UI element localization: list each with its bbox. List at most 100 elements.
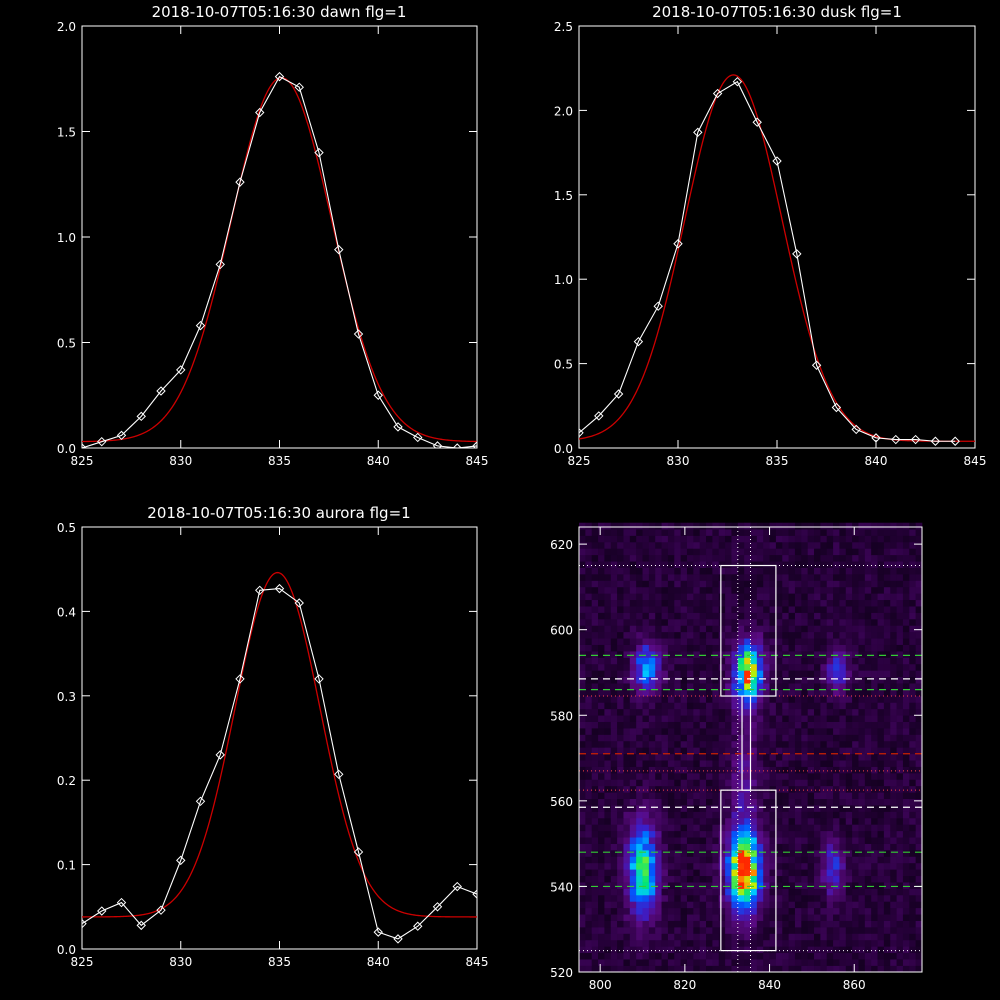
heatmap-cell bbox=[674, 760, 681, 767]
heatmap-cell bbox=[706, 959, 713, 966]
heatmap-cell bbox=[902, 862, 910, 870]
heatmap-cell bbox=[604, 638, 612, 645]
heatmap-cell bbox=[833, 638, 840, 645]
heatmap-cell bbox=[820, 927, 828, 934]
heatmap-cell bbox=[801, 856, 808, 864]
heatmap-cell bbox=[629, 657, 637, 665]
heatmap-cell bbox=[864, 644, 872, 652]
heatmap-cell bbox=[604, 631, 612, 639]
heatmap-cell bbox=[706, 824, 713, 832]
heatmap-cell bbox=[686, 574, 694, 581]
heatmap-cell bbox=[661, 894, 669, 902]
heatmap-cell bbox=[623, 747, 631, 755]
heatmap-cell bbox=[896, 882, 904, 889]
heatmap-cell bbox=[807, 811, 815, 819]
heatmap-cell bbox=[623, 631, 631, 639]
heatmap-cell bbox=[699, 593, 707, 601]
heatmap-cell bbox=[667, 817, 675, 825]
heatmap-cell bbox=[750, 631, 758, 639]
heatmap-cell bbox=[648, 920, 656, 928]
heatmap-cell bbox=[636, 766, 643, 774]
heatmap-cell bbox=[763, 882, 770, 889]
heatmap-cell bbox=[712, 862, 720, 870]
heatmap-cell bbox=[794, 824, 802, 832]
heatmap-cell bbox=[826, 561, 834, 568]
heatmap-cell bbox=[579, 920, 586, 928]
heatmap-cell bbox=[598, 676, 605, 684]
heatmap-cell bbox=[890, 689, 897, 697]
heatmap-cell bbox=[629, 888, 637, 896]
heatmap-cell bbox=[680, 927, 688, 934]
heatmap-cell bbox=[661, 785, 669, 793]
heatmap-cell bbox=[775, 580, 783, 588]
heatmap-cell bbox=[788, 824, 796, 832]
heatmap-cell bbox=[864, 535, 872, 543]
heatmap-cell bbox=[667, 586, 675, 594]
heatmap-cell bbox=[814, 721, 821, 729]
heatmap-cell bbox=[737, 798, 745, 806]
heatmap-cell bbox=[852, 760, 859, 767]
heatmap-cell bbox=[839, 612, 847, 620]
heatmap-cell bbox=[864, 959, 872, 966]
heatmap-cell bbox=[623, 541, 631, 549]
heatmap-cell bbox=[623, 683, 631, 690]
heatmap-cell bbox=[610, 914, 618, 921]
heatmap-cell bbox=[877, 535, 885, 543]
heatmap-cell bbox=[750, 644, 758, 652]
heatmap-cell bbox=[617, 561, 624, 568]
heatmap-cell bbox=[604, 574, 612, 581]
heatmap-cell bbox=[756, 696, 764, 703]
heatmap-cell bbox=[826, 586, 834, 594]
heatmap-cell bbox=[725, 535, 732, 543]
heatmap-cell bbox=[864, 574, 872, 581]
heatmap-cell bbox=[744, 657, 751, 665]
heatmap-cell bbox=[655, 766, 662, 774]
heatmap-cell bbox=[864, 920, 872, 928]
heatmap-cell bbox=[902, 766, 910, 774]
heatmap-cell bbox=[763, 548, 770, 556]
heatmap-cell bbox=[807, 721, 815, 729]
heatmap-cell bbox=[902, 779, 910, 787]
heatmap-cell bbox=[636, 952, 643, 960]
heatmap-cell bbox=[642, 721, 650, 729]
heatmap-cell bbox=[788, 907, 796, 915]
heatmap-cell bbox=[909, 548, 916, 556]
heatmap-cell bbox=[706, 529, 713, 536]
heatmap-cell bbox=[902, 805, 910, 812]
heatmap-cell bbox=[579, 728, 586, 735]
heatmap-cell bbox=[858, 638, 866, 645]
heatmap-cell bbox=[718, 740, 726, 748]
heatmap-cell bbox=[718, 619, 726, 626]
heatmap-cell bbox=[744, 593, 751, 601]
heatmap-cell bbox=[610, 657, 618, 665]
heatmap-cell bbox=[763, 689, 770, 697]
heatmap-cell bbox=[699, 901, 707, 909]
data-point bbox=[432, 902, 443, 912]
heatmap-cell bbox=[756, 753, 764, 761]
heatmap-cell bbox=[693, 561, 700, 568]
heatmap-cell bbox=[877, 638, 885, 645]
heatmap-cell bbox=[852, 792, 859, 800]
heatmap-cell bbox=[680, 728, 688, 735]
heatmap-cell bbox=[852, 644, 859, 652]
heatmap-cell bbox=[598, 927, 605, 934]
heatmap-cell bbox=[852, 606, 859, 613]
heatmap-cell bbox=[680, 837, 688, 844]
heatmap-cell bbox=[909, 965, 916, 973]
heatmap-cell bbox=[744, 824, 751, 832]
heatmap-cell bbox=[617, 657, 624, 665]
heatmap-cell bbox=[794, 529, 802, 536]
heatmap-cell bbox=[883, 805, 891, 812]
heatmap-cell bbox=[877, 779, 885, 787]
heatmap-cell bbox=[667, 798, 675, 806]
heatmap-cell bbox=[610, 670, 618, 678]
heatmap-cell bbox=[826, 888, 834, 896]
heatmap-cell bbox=[839, 830, 847, 838]
heatmap-cell bbox=[585, 541, 592, 549]
heatmap-cell bbox=[744, 606, 751, 613]
heatmap-cell bbox=[699, 914, 707, 921]
heatmap-cell bbox=[890, 939, 897, 947]
heatmap-cell bbox=[782, 670, 789, 678]
heatmap-cell bbox=[763, 721, 770, 729]
heatmap-cell bbox=[744, 522, 751, 530]
